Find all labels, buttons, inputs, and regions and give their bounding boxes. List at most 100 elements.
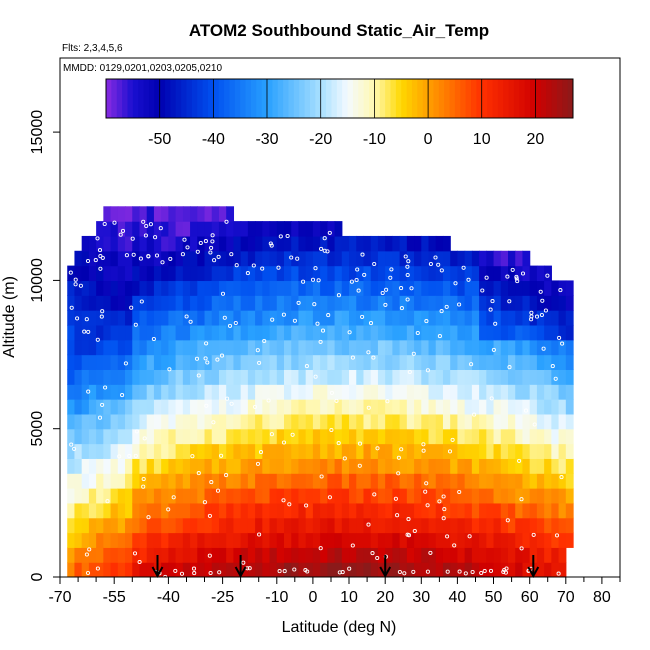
heatmap-cell — [544, 562, 552, 577]
observation-point — [148, 222, 153, 227]
heatmap-cell — [414, 473, 422, 489]
observation-point — [247, 566, 252, 571]
heatmap-cell — [117, 428, 126, 445]
heatmap-cell — [312, 413, 321, 430]
heatmap-cell — [515, 458, 524, 474]
heatmap-cell — [197, 235, 206, 252]
heatmap-cell — [153, 443, 162, 459]
heatmap-cell — [392, 265, 401, 282]
observation-point — [336, 441, 341, 446]
heatmap-cell — [88, 369, 97, 385]
heatmap-cell — [536, 562, 545, 577]
heatmap-cell — [298, 221, 307, 237]
colorbar-segment — [111, 79, 118, 118]
colorbar-segment — [374, 79, 381, 118]
heatmap-cell — [421, 458, 430, 474]
heatmap-cell — [522, 250, 531, 267]
heatmap-cell — [349, 265, 357, 282]
heatmap-cell — [67, 324, 76, 341]
observation-point — [493, 321, 498, 326]
heatmap-cell — [117, 221, 126, 237]
heatmap-cell — [457, 399, 466, 415]
heatmap-cell — [464, 532, 473, 548]
heatmap-cell — [341, 369, 350, 385]
heatmap-cell — [125, 473, 133, 489]
heatmap-cell — [146, 339, 155, 356]
heatmap-cell — [471, 473, 480, 489]
observation-point — [515, 279, 520, 284]
heatmap-cell — [168, 206, 177, 222]
heatmap-cell — [233, 502, 242, 519]
heatmap-cell — [125, 221, 133, 237]
heatmap-cell — [377, 280, 386, 296]
heatmap-cell — [515, 428, 524, 445]
heatmap-cell — [442, 339, 451, 356]
heatmap-cell — [471, 250, 480, 267]
observation-point — [554, 533, 560, 538]
observation-point — [266, 398, 271, 403]
heatmap-cell — [132, 384, 141, 400]
heatmap-cell — [262, 443, 271, 459]
heatmap-cell — [175, 488, 184, 504]
heatmap-cell — [544, 532, 552, 548]
heatmap-cell — [544, 428, 552, 445]
heatmap-cell — [103, 458, 112, 474]
colorbar-tick-label: -40 — [202, 131, 225, 148]
heatmap-cell — [269, 324, 278, 341]
colorbar-segment — [277, 79, 284, 118]
observation-point — [208, 250, 213, 255]
observation-point — [195, 249, 200, 254]
heatmap-cell — [558, 488, 567, 504]
observation-point — [531, 532, 536, 537]
heatmap-cell — [211, 235, 220, 252]
heatmap-cell — [255, 458, 263, 474]
observation-point — [322, 248, 327, 253]
heatmap-cell — [464, 502, 473, 519]
heatmap-cell — [551, 458, 560, 474]
heatmap-cell — [218, 384, 227, 400]
heatmap-cell — [421, 532, 430, 548]
heatmap-cell — [226, 428, 235, 445]
observation-point — [550, 364, 555, 369]
heatmap-cell — [529, 339, 538, 356]
heatmap-cell — [320, 384, 328, 400]
observation-point — [406, 517, 411, 522]
heatmap-cell — [406, 473, 415, 489]
heatmap-cell — [139, 324, 148, 341]
heatmap-cell — [276, 324, 285, 341]
observation-point — [173, 568, 178, 573]
heatmap-cell — [312, 265, 321, 282]
heatmap-cell — [146, 428, 155, 445]
observation-point — [529, 310, 534, 315]
heatmap-cell — [486, 443, 495, 459]
heatmap-cell — [247, 235, 256, 252]
observation-point — [202, 500, 207, 505]
heatmap-cell — [305, 369, 314, 385]
heatmap-cell — [168, 443, 177, 459]
heatmap-cell — [486, 502, 495, 519]
heatmap-cell — [182, 428, 191, 445]
heatmap-cell — [262, 324, 271, 341]
heatmap-cell — [88, 354, 97, 370]
heatmap-cell — [385, 502, 393, 519]
observation-point — [409, 286, 414, 291]
observation-point — [517, 458, 522, 463]
heatmap-cell — [450, 443, 459, 459]
heatmap-cell — [211, 502, 220, 519]
heatmap-cell — [168, 428, 177, 445]
heatmap-cell — [197, 295, 206, 311]
heatmap-cell — [515, 443, 524, 459]
heatmap-cell — [508, 532, 516, 548]
heatmap-cell — [500, 265, 509, 282]
heatmap-cell — [399, 354, 408, 370]
heatmap-cell — [312, 324, 321, 341]
heatmap-cell — [551, 295, 560, 311]
heatmap-cell — [392, 428, 401, 445]
heatmap-cell — [442, 354, 451, 370]
heatmap-cell — [255, 280, 263, 296]
heatmap-cell — [67, 354, 76, 370]
heatmap-cell — [67, 428, 76, 445]
observation-point — [281, 440, 287, 445]
heatmap-cell — [529, 502, 538, 519]
heatmap-cell — [298, 502, 307, 519]
